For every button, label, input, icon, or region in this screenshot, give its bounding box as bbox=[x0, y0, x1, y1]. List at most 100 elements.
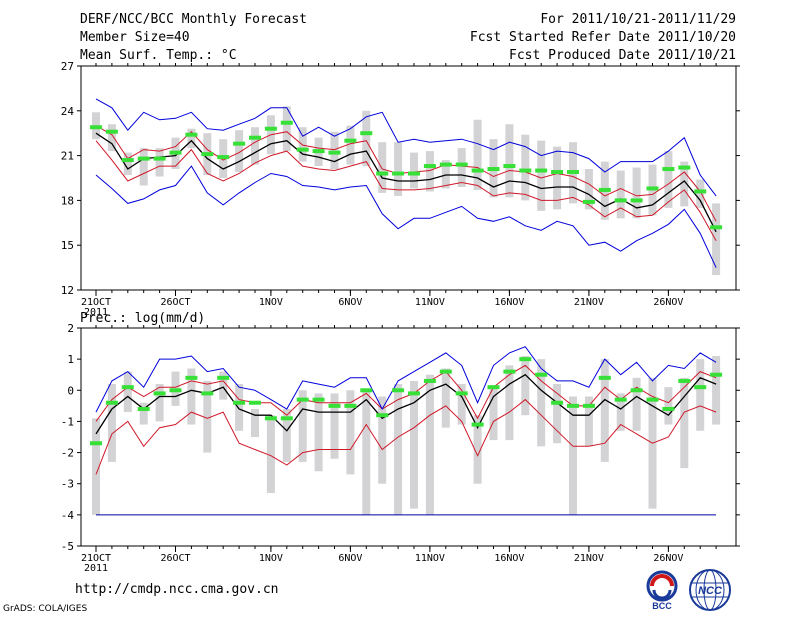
member-range-box bbox=[680, 377, 689, 469]
control-marker bbox=[646, 397, 659, 402]
member-range-box bbox=[505, 124, 514, 198]
plot-frame bbox=[80, 65, 737, 291]
control-marker bbox=[392, 388, 405, 393]
control-marker bbox=[344, 138, 357, 143]
control-marker bbox=[105, 400, 118, 405]
member-range-box bbox=[537, 359, 546, 447]
member-range-box bbox=[664, 151, 673, 208]
member-range-box bbox=[235, 130, 244, 173]
x-tick-label: 21OCT bbox=[81, 553, 111, 564]
x-tick-label: 21OCT bbox=[81, 297, 111, 308]
member-size: Member Size=40 bbox=[80, 30, 190, 45]
member-range-box bbox=[521, 134, 530, 201]
control-marker bbox=[90, 125, 102, 130]
member-range-box bbox=[632, 167, 641, 219]
member-range-box bbox=[457, 384, 466, 425]
control-marker bbox=[646, 186, 659, 191]
control-marker bbox=[551, 170, 564, 175]
member-range-box bbox=[569, 396, 577, 515]
member-range-box bbox=[441, 368, 450, 428]
series-upper-spread bbox=[95, 364, 717, 422]
member-range-box bbox=[282, 408, 291, 462]
control-marker bbox=[423, 378, 436, 383]
member-range-box bbox=[107, 124, 116, 152]
member-range-box bbox=[298, 390, 307, 462]
member-range-box bbox=[616, 170, 625, 219]
control-marker bbox=[121, 158, 134, 163]
control-marker bbox=[280, 416, 293, 421]
control-marker bbox=[678, 165, 691, 170]
control-marker bbox=[360, 131, 373, 136]
member-range-box bbox=[298, 127, 307, 162]
member-range-box bbox=[712, 203, 721, 276]
chart-title: DERF/NCC/BCC Monthly Forecast bbox=[80, 12, 307, 27]
x-tick-label: 26NOV bbox=[653, 297, 683, 308]
member-range-box bbox=[410, 380, 418, 509]
member-range-box bbox=[187, 128, 196, 149]
member-range-box bbox=[251, 127, 259, 165]
member-range-box bbox=[155, 148, 164, 177]
member-range-box bbox=[712, 356, 721, 425]
member-range-box bbox=[251, 408, 259, 437]
precip-panel-title: Prec.: log(mm/d) bbox=[80, 311, 205, 326]
member-range-box bbox=[219, 371, 228, 400]
control-marker bbox=[582, 199, 595, 204]
member-range-box bbox=[441, 160, 450, 189]
control-marker bbox=[535, 372, 548, 377]
member-range-box bbox=[425, 374, 434, 515]
member-range-box bbox=[616, 393, 625, 431]
member-range-box bbox=[457, 148, 466, 187]
control-marker bbox=[519, 357, 532, 362]
control-marker bbox=[153, 156, 166, 161]
variable-label: Mean Surf. Temp.: °C bbox=[80, 48, 237, 63]
control-marker bbox=[201, 152, 214, 157]
member-range-box bbox=[362, 390, 371, 515]
control-marker bbox=[121, 385, 134, 390]
series-lower-spread bbox=[95, 140, 717, 241]
control-marker bbox=[423, 164, 436, 169]
control-marker bbox=[328, 403, 341, 408]
control-marker bbox=[137, 406, 150, 411]
control-marker bbox=[630, 388, 643, 393]
member-range-box bbox=[314, 393, 323, 472]
control-marker bbox=[455, 391, 468, 396]
control-marker bbox=[439, 162, 452, 167]
control-marker bbox=[105, 129, 118, 134]
control-marker bbox=[264, 416, 277, 421]
member-range-box bbox=[584, 396, 593, 447]
chart-panel-1: 12 15 18 21 24 27 21OCT 26OCT 1NOV 6NOV 11NOV 16NOV… bbox=[61, 60, 740, 318]
control-marker bbox=[694, 189, 707, 194]
member-range-box bbox=[330, 393, 339, 459]
member-range-box bbox=[378, 396, 387, 484]
x-year-label: 2011 bbox=[84, 307, 108, 318]
source-url[interactable]: http://cmdp.ncc.cma.gov.cn bbox=[75, 582, 279, 597]
control-marker bbox=[296, 147, 309, 152]
member-range-box bbox=[362, 110, 371, 167]
plot-frame bbox=[80, 327, 737, 547]
control-marker bbox=[344, 403, 357, 408]
member-range-box bbox=[203, 380, 212, 453]
control-marker bbox=[201, 391, 214, 396]
member-range-box bbox=[425, 151, 434, 192]
series-min-envelope bbox=[95, 165, 717, 268]
x-tick-label: 1NOV bbox=[259, 553, 283, 564]
control-marker bbox=[614, 198, 627, 203]
control-marker bbox=[503, 164, 516, 169]
control-marker bbox=[408, 171, 420, 176]
y-tick-label: 15 bbox=[61, 239, 74, 252]
y-tick-label: -2 bbox=[61, 447, 74, 460]
control-marker bbox=[233, 400, 246, 405]
fcst-started-date: Fcst Started Refer Date 2011/10/20 bbox=[469, 30, 736, 45]
y-tick-label: 2 bbox=[67, 322, 74, 335]
control-marker bbox=[217, 155, 230, 160]
grads-credit: GrADS: COLA/IGES bbox=[3, 604, 88, 614]
series-lower-spread bbox=[95, 398, 717, 475]
x-tick-label: 1NOV bbox=[259, 297, 283, 308]
control-marker bbox=[280, 120, 293, 125]
control-marker bbox=[185, 375, 198, 380]
control-marker bbox=[567, 170, 579, 175]
member-range-box bbox=[489, 387, 498, 441]
control-marker bbox=[598, 187, 611, 192]
member-range-box bbox=[632, 377, 641, 431]
